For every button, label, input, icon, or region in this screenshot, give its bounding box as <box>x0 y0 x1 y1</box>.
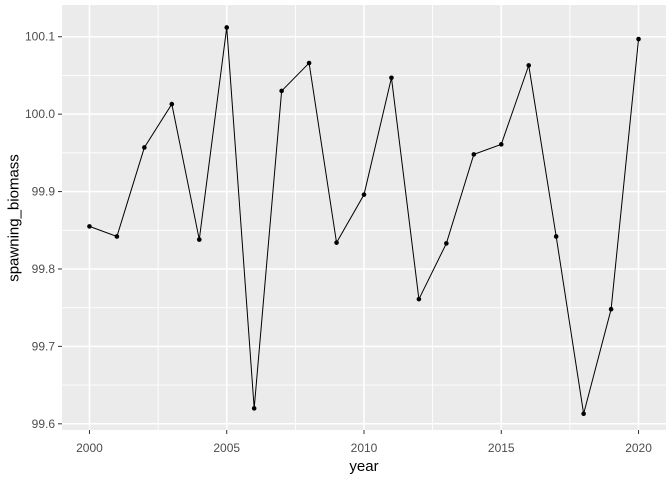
data-point <box>416 296 422 302</box>
data-point <box>498 142 504 147</box>
data-point <box>444 241 449 246</box>
x-tick-label: 2015 <box>488 441 515 455</box>
x-tick-label: 2005 <box>213 441 240 455</box>
y-tick-label: 99.7 <box>32 339 56 353</box>
data-point <box>553 234 559 239</box>
data-point <box>389 75 394 81</box>
data-point <box>526 63 532 68</box>
data-point <box>251 406 257 411</box>
data-point <box>334 240 339 245</box>
y-tick-label: 99.9 <box>32 185 56 199</box>
y-tick-label: 100.1 <box>25 30 55 44</box>
x-tick-label: 2000 <box>76 441 103 455</box>
data-point <box>196 237 202 242</box>
x-tick-label: 2010 <box>351 441 378 455</box>
data-point <box>636 36 641 42</box>
data-point <box>581 411 586 417</box>
data-point <box>306 60 312 66</box>
data-point <box>471 152 477 157</box>
x-tick-label: 2020 <box>625 441 652 455</box>
y-tick-label: 99.6 <box>32 417 56 431</box>
data-point <box>169 101 175 107</box>
data-point <box>224 25 230 30</box>
data-point <box>114 234 120 239</box>
y-tick-label: 99.8 <box>32 262 56 276</box>
y-axis-title: spawning_biomass <box>5 154 23 282</box>
data-point <box>279 88 284 94</box>
y-tick-label: 100.0 <box>25 107 55 121</box>
data-point <box>361 192 367 197</box>
data-point <box>87 224 92 229</box>
data-point <box>142 145 147 150</box>
data-point <box>608 306 614 312</box>
x-axis-title: year <box>349 458 379 475</box>
